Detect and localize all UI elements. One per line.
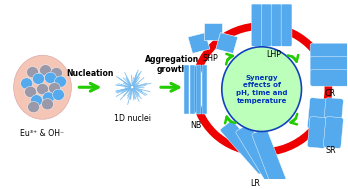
Bar [203,65,207,114]
FancyBboxPatch shape [261,4,272,46]
Text: SR: SR [325,146,336,155]
Circle shape [33,73,45,84]
FancyBboxPatch shape [251,4,262,46]
Ellipse shape [14,55,71,119]
Circle shape [50,67,62,79]
Text: Eu³⁺ & OH⁻: Eu³⁺ & OH⁻ [21,129,65,138]
Circle shape [27,101,40,113]
Text: Aggregation
growth: Aggregation growth [145,55,199,74]
Text: SHP: SHP [203,54,219,63]
Text: LHP: LHP [266,50,281,59]
Circle shape [42,92,55,103]
Circle shape [48,83,61,94]
FancyBboxPatch shape [307,117,327,148]
Text: 1D nuclei: 1D nuclei [114,114,151,123]
Circle shape [21,78,33,89]
Circle shape [25,86,37,98]
Bar [196,65,201,114]
Text: NB: NB [190,121,201,130]
Ellipse shape [222,47,301,132]
FancyBboxPatch shape [323,98,343,129]
FancyBboxPatch shape [310,70,348,86]
Bar [190,65,196,114]
Bar [184,65,189,114]
Circle shape [31,95,42,106]
Bar [204,23,222,40]
Circle shape [37,84,48,95]
Text: CR: CR [325,89,336,98]
FancyBboxPatch shape [252,129,287,188]
FancyBboxPatch shape [310,43,348,60]
Circle shape [41,98,54,110]
FancyBboxPatch shape [220,121,271,174]
Circle shape [45,72,56,84]
FancyBboxPatch shape [307,98,327,129]
FancyBboxPatch shape [271,4,282,46]
Text: Nucleation: Nucleation [67,69,114,78]
Bar [216,33,238,53]
Text: LR: LR [251,180,261,188]
Text: Synergy
effects of
pH, time and
temperature: Synergy effects of pH, time and temperat… [236,74,287,104]
Circle shape [26,67,39,78]
FancyBboxPatch shape [310,56,348,73]
Circle shape [53,89,64,100]
Circle shape [40,65,52,76]
Bar [188,33,210,53]
FancyBboxPatch shape [281,4,292,46]
FancyBboxPatch shape [236,125,279,182]
Circle shape [55,76,66,87]
FancyBboxPatch shape [323,117,343,148]
